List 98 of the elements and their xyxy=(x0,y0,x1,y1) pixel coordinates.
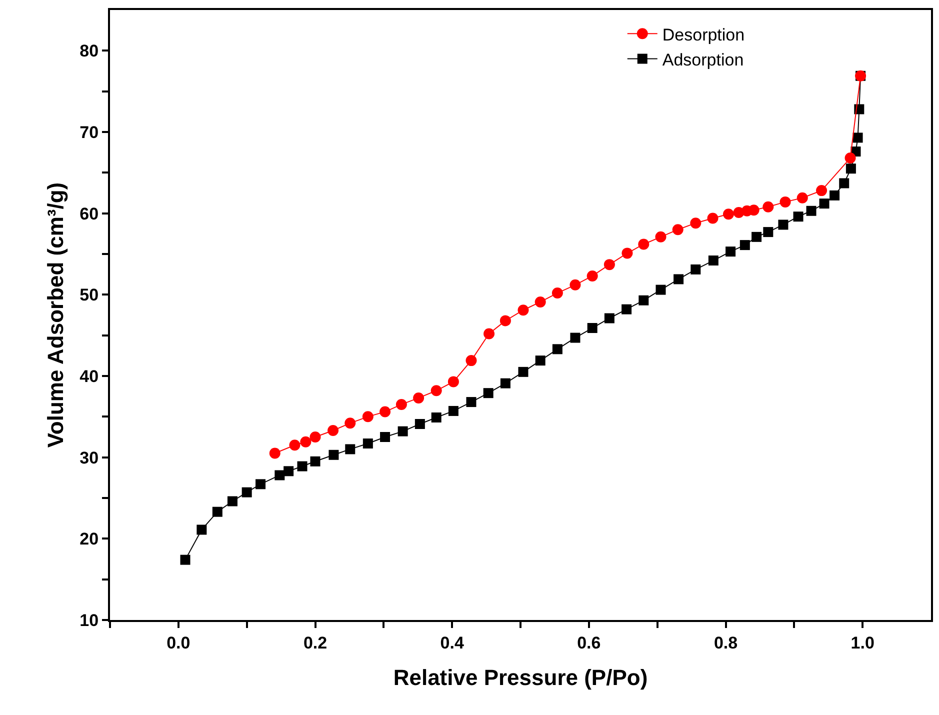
point xyxy=(763,227,774,238)
point xyxy=(180,554,190,565)
point xyxy=(839,178,850,188)
point xyxy=(690,218,702,229)
point xyxy=(604,313,614,324)
point xyxy=(844,152,856,164)
point xyxy=(344,418,356,429)
point xyxy=(431,412,442,422)
point xyxy=(414,418,425,429)
point xyxy=(552,288,563,299)
point xyxy=(430,385,442,396)
point xyxy=(722,208,734,220)
point xyxy=(534,296,546,308)
point xyxy=(672,224,684,236)
point xyxy=(345,444,356,454)
point xyxy=(604,259,615,270)
point xyxy=(622,304,632,314)
y-axis-title: Volume Adsorbed (cm³/g) xyxy=(42,182,68,448)
point xyxy=(212,506,222,517)
point xyxy=(500,378,510,388)
point xyxy=(413,392,424,404)
point xyxy=(638,295,649,306)
point xyxy=(586,270,598,282)
point xyxy=(269,448,280,459)
point xyxy=(780,196,791,208)
point xyxy=(570,332,580,343)
point xyxy=(752,232,762,242)
point xyxy=(328,450,339,460)
point xyxy=(274,470,285,480)
point xyxy=(535,356,546,366)
point xyxy=(846,164,856,174)
point xyxy=(466,397,476,408)
y-tick-label: 60 xyxy=(80,204,99,224)
x-tick-label: 0.6 xyxy=(577,633,601,652)
point xyxy=(806,206,816,216)
y-tick-label: 80 xyxy=(80,42,99,61)
point xyxy=(708,256,718,266)
point xyxy=(796,192,808,204)
point xyxy=(518,304,529,316)
point xyxy=(622,248,633,259)
point xyxy=(748,204,760,216)
point xyxy=(398,426,408,436)
point xyxy=(484,328,495,340)
point xyxy=(830,190,840,200)
point xyxy=(500,315,511,326)
y-tick-label: 40 xyxy=(80,366,99,386)
point xyxy=(655,231,666,242)
x-tick-label: 0.4 xyxy=(440,633,464,652)
point xyxy=(552,344,562,354)
point xyxy=(466,355,477,366)
x-tick-label: 0.2 xyxy=(303,633,328,652)
x-tick-label: 0.0 xyxy=(166,633,190,652)
point xyxy=(300,436,312,448)
x-tick-label: 0.8 xyxy=(714,633,738,652)
point xyxy=(362,438,373,449)
legend-label: Adsorption xyxy=(662,50,744,70)
legend-label: Desorption xyxy=(662,25,745,44)
x-axis-title: Relative Pressure (P/Po) xyxy=(393,664,648,690)
point xyxy=(256,479,266,490)
point xyxy=(297,461,308,472)
y-tick-label: 30 xyxy=(80,448,99,468)
point xyxy=(380,406,391,418)
point xyxy=(242,487,252,498)
point xyxy=(289,440,300,451)
point xyxy=(793,212,804,222)
point xyxy=(380,432,390,442)
point xyxy=(819,198,830,209)
point xyxy=(483,388,494,398)
point xyxy=(852,132,863,143)
point xyxy=(396,398,407,410)
y-tick-label: 70 xyxy=(80,122,99,142)
y-tick-label: 10 xyxy=(80,610,99,630)
point xyxy=(310,456,320,466)
point xyxy=(448,376,459,388)
point xyxy=(726,246,736,257)
point xyxy=(656,284,666,295)
point xyxy=(328,424,339,436)
point xyxy=(284,466,294,476)
point xyxy=(362,411,374,422)
point xyxy=(854,104,864,114)
point xyxy=(638,238,650,250)
point xyxy=(587,323,598,334)
point xyxy=(448,406,458,416)
y-tick-label: 50 xyxy=(80,286,99,305)
point xyxy=(816,185,828,196)
point xyxy=(778,220,788,230)
point xyxy=(518,366,528,377)
point xyxy=(227,496,238,506)
point xyxy=(196,524,207,535)
point xyxy=(690,264,701,274)
y-tick-label: 20 xyxy=(80,530,99,549)
point xyxy=(310,432,321,442)
point xyxy=(707,212,718,224)
point xyxy=(674,274,684,284)
point xyxy=(570,279,581,290)
x-tick-label: 1.0 xyxy=(850,633,874,652)
point xyxy=(740,240,750,250)
point xyxy=(762,201,774,212)
